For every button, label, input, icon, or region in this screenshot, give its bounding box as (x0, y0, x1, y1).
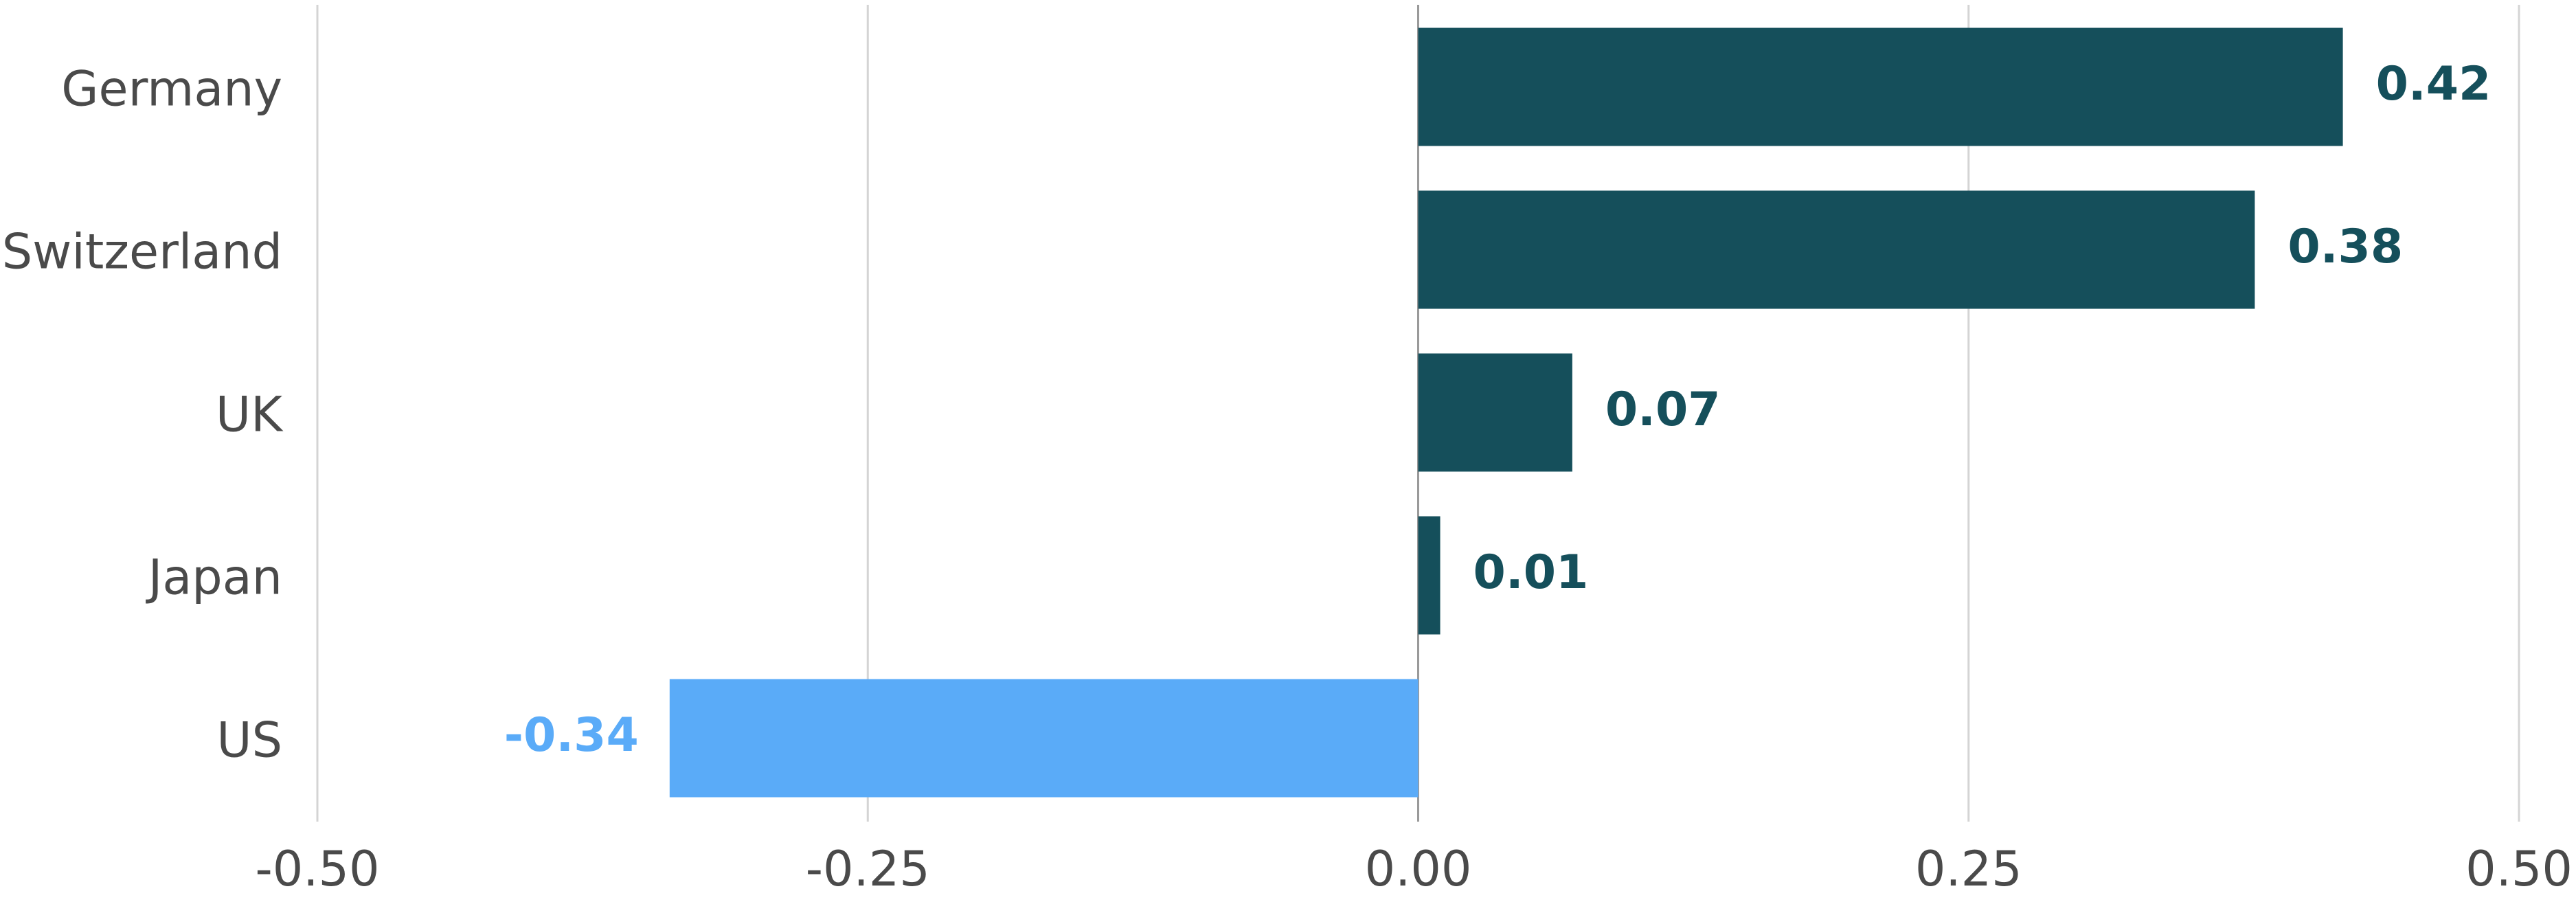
y-tick-label: UK (216, 387, 284, 443)
bar (669, 679, 1419, 798)
x-tick-label: 0.25 (1915, 841, 2022, 897)
value-label: 0.42 (2376, 57, 2492, 111)
value-label: 0.01 (1473, 545, 1589, 600)
x-tick-label: -0.25 (806, 841, 930, 897)
y-tick-label: US (216, 712, 282, 769)
value-label: 0.38 (2287, 220, 2403, 274)
value-label: 0.07 (1605, 383, 1721, 437)
value-label: -0.34 (504, 708, 639, 763)
bar (1418, 190, 2255, 309)
y-tick-label: Japan (146, 550, 282, 606)
bar (1418, 27, 2343, 146)
x-tick-label: -0.50 (255, 841, 379, 897)
y-tick-label: Switzerland (2, 224, 282, 280)
bar (1418, 516, 1440, 635)
x-tick-label: 0.00 (1365, 841, 1472, 897)
bar (1418, 353, 1572, 472)
x-tick-label: 0.50 (2465, 841, 2573, 897)
y-tick-label: Germany (61, 61, 282, 117)
